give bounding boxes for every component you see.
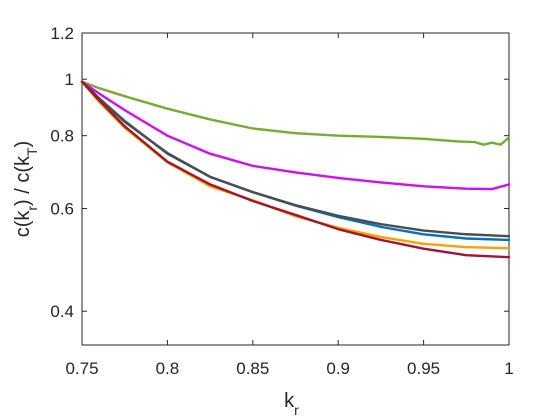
ticks-layer bbox=[81, 32, 510, 345]
plot-area bbox=[81, 32, 510, 346]
x-tick-label-0: 0.75 bbox=[65, 359, 98, 378]
series-line-2 bbox=[80, 80, 511, 191]
x-tick-label-3: 0.9 bbox=[326, 359, 350, 378]
x-tick-label-1: 0.8 bbox=[156, 359, 180, 378]
series-layer bbox=[80, 80, 511, 259]
axes-box bbox=[81, 32, 510, 346]
y-tick-label-4: 1.2 bbox=[50, 24, 74, 43]
series-line-6 bbox=[80, 80, 511, 259]
tick-labels-layer: 0.75 0.8 0.85 0.9 0.95 1 0.4 0.6 0.8 1 1.2 bbox=[50, 24, 513, 378]
x-tick-label-5: 1 bbox=[504, 359, 513, 378]
y-tick-label-2: 0.8 bbox=[50, 127, 74, 146]
y-tick-label-3: 1 bbox=[65, 70, 74, 89]
x-axis-label: kr bbox=[284, 390, 299, 418]
y-tick-label-1: 0.6 bbox=[50, 200, 74, 219]
y-tick-label-0: 0.4 bbox=[50, 302, 74, 321]
y-axis-label: c(kr) / c(kT) bbox=[12, 141, 40, 238]
series-line-4 bbox=[80, 80, 511, 238]
x-tick-label-2: 0.85 bbox=[236, 359, 269, 378]
x-tick-label-4: 0.95 bbox=[407, 359, 440, 378]
series-line-1 bbox=[80, 80, 511, 146]
axis-labels-layer: kr c(kr) / c(kT) bbox=[12, 141, 299, 418]
